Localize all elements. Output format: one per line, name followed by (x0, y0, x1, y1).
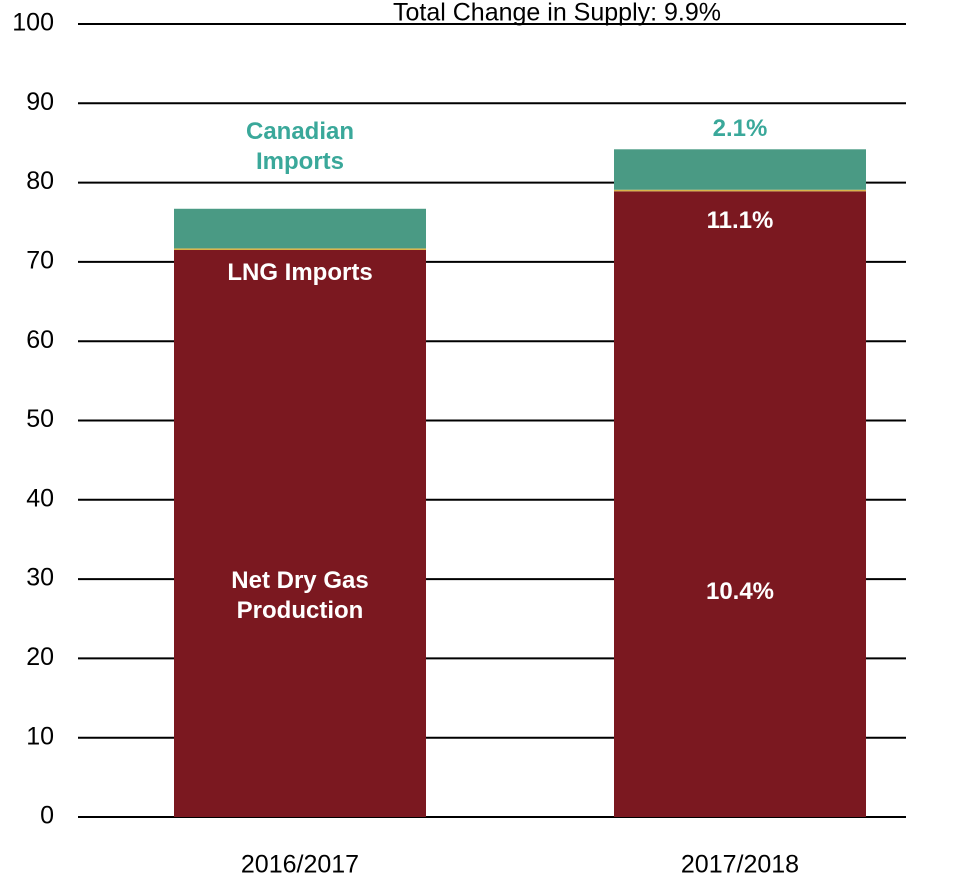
y-tick-label: 40 (26, 484, 54, 512)
bar-segment (174, 248, 426, 251)
bar-segment (174, 208, 426, 249)
y-tick-label: 10 (26, 722, 54, 750)
y-tick-label: 90 (26, 88, 54, 116)
y-tick-label: 70 (26, 247, 54, 275)
segment-label: LNG Imports (227, 259, 373, 286)
segment-label: Net Dry Gas Production (231, 567, 369, 624)
y-tick-label: 20 (26, 643, 54, 671)
y-tick-label: 80 (26, 167, 54, 195)
bar-segment (614, 189, 866, 192)
y-tick-label: 0 (40, 802, 54, 830)
y-tick-label: 50 (26, 405, 54, 433)
segment-label: Canadian Imports (245, 117, 355, 175)
y-tick-label: 100 (12, 9, 54, 37)
y-tick-label: 30 (26, 564, 54, 592)
bar-segment (614, 149, 866, 190)
bar-segment (614, 191, 866, 817)
x-tick-label: 2016/2017 (241, 851, 359, 879)
bar-segment (174, 250, 426, 817)
y-tick-label: 60 (26, 326, 54, 354)
change-label: 10.4% (705, 578, 775, 605)
change-label: 2.1% (712, 115, 768, 143)
chart-title: Total Change in Supply: 9.9% (393, 0, 721, 27)
change-label: 11.1% (706, 207, 774, 235)
x-tick-label: 2017/2018 (681, 851, 799, 879)
